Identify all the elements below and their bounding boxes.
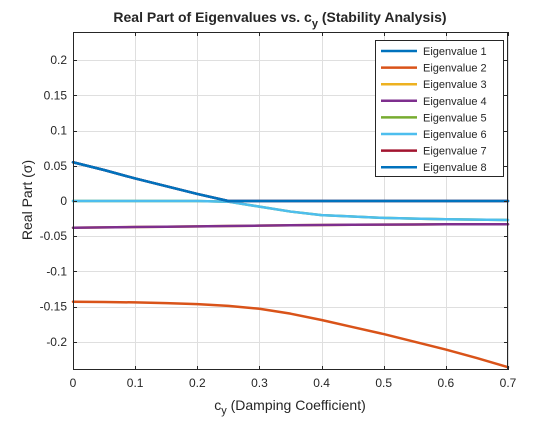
x-axis-label-subscript: y bbox=[221, 405, 227, 417]
y-axis-label: Real Part (σ) bbox=[19, 160, 35, 240]
series-lines bbox=[71, 161, 510, 369]
y-tick-label: -0.15 bbox=[40, 300, 68, 314]
legend-label-eigenvalue-2: Eigenvalue 2 bbox=[423, 63, 487, 75]
legend-label-eigenvalue-4: Eigenvalue 4 bbox=[423, 96, 487, 108]
x-axis-label: cy (Damping Coefficient) bbox=[214, 397, 366, 417]
series-line-eigenvalue-8 bbox=[71, 161, 510, 203]
legend-label-eigenvalue-5: Eigenvalue 5 bbox=[423, 112, 487, 124]
x-tick-label: 0.7 bbox=[500, 376, 517, 390]
plot-area bbox=[71, 32, 510, 370]
chart-title-main: Real Part of Eigenvalues vs. c bbox=[113, 9, 312, 25]
y-tick-label: 0 bbox=[60, 194, 67, 208]
x-tick-label: 0.1 bbox=[127, 376, 144, 390]
legend-box bbox=[375, 40, 504, 177]
y-tick-label: -0.05 bbox=[40, 229, 68, 243]
x-axis-label-suffix: (Damping Coefficient) bbox=[227, 397, 366, 413]
legend-label-eigenvalue-8: Eigenvalue 8 bbox=[423, 162, 487, 174]
chart-title-subscript: y bbox=[312, 18, 319, 30]
x-axis-label-main: c bbox=[214, 397, 221, 413]
legend: Eigenvalue 1 Eigenvalue 2 Eigenvalue 3 Eige… bbox=[375, 40, 504, 177]
chart-title-suffix: (Stability Analysis) bbox=[318, 9, 447, 25]
series-line-eigenvalue-2 bbox=[71, 300, 510, 369]
chart-title: Real Part of Eigenvalues vs. cy (Stabili… bbox=[113, 9, 446, 30]
y-tick-label: 0.15 bbox=[44, 88, 68, 102]
legend-label-eigenvalue-1: Eigenvalue 1 bbox=[423, 46, 487, 58]
tick-labels: 0 0.1 0.2 0.3 0.4 0.5 0.6 0.7 -0.2 -0.15 -0.1 -0.05… bbox=[40, 53, 517, 390]
y-tick-label: 0.05 bbox=[44, 159, 68, 173]
x-tick-label: 0 bbox=[70, 376, 77, 390]
tick-marks bbox=[73, 32, 509, 370]
x-tick-label: 0.6 bbox=[438, 376, 455, 390]
y-tick-label: 0.2 bbox=[50, 53, 67, 67]
x-tick-label: 0.2 bbox=[189, 376, 206, 390]
y-tick-label: -0.1 bbox=[46, 264, 67, 278]
x-tick-label: 0.3 bbox=[251, 376, 268, 390]
legend-label-eigenvalue-6: Eigenvalue 6 bbox=[423, 129, 487, 141]
y-tick-label: -0.2 bbox=[46, 335, 67, 349]
legend-label-eigenvalue-3: Eigenvalue 3 bbox=[423, 79, 487, 91]
legend-label-eigenvalue-7: Eigenvalue 7 bbox=[423, 146, 487, 158]
x-tick-label: 0.5 bbox=[375, 376, 392, 390]
series-line-eigenvalue-6 bbox=[71, 199, 510, 222]
x-tick-label: 0.4 bbox=[313, 376, 330, 390]
series-line-eigenvalue-4 bbox=[71, 222, 510, 230]
y-tick-label: 0.1 bbox=[50, 124, 67, 138]
